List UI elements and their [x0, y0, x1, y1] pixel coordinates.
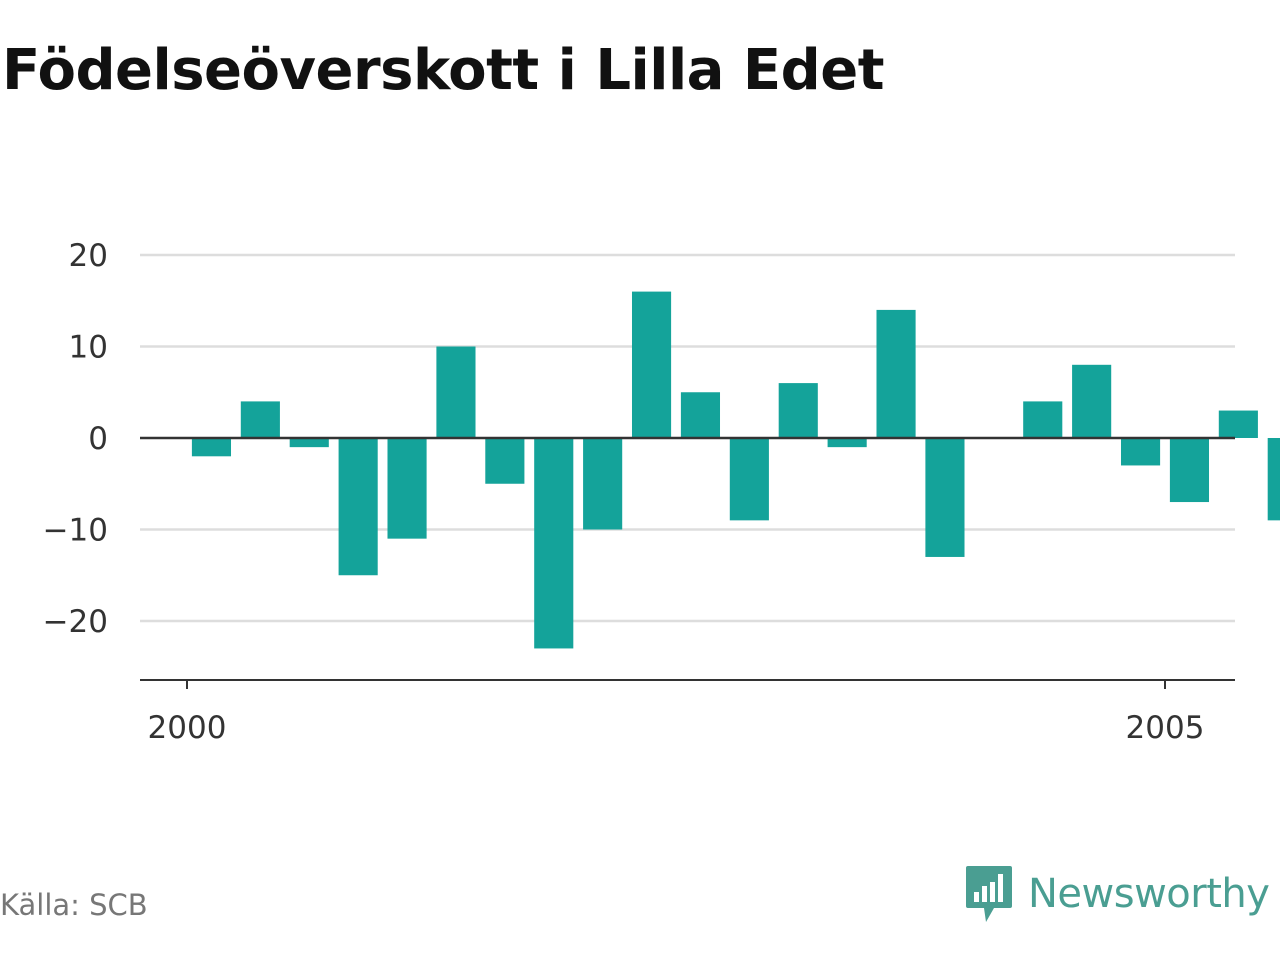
- bar: [827, 438, 867, 448]
- axes: [140, 436, 1235, 689]
- bar: [778, 383, 818, 438]
- bar: [387, 438, 427, 539]
- chart-title: Födelseöverskott i Lilla Edet: [2, 38, 885, 103]
- bar: [1169, 438, 1210, 503]
- bar: [1267, 438, 1280, 521]
- y-tick-label: −10: [43, 513, 108, 549]
- x-tick-labels: 200020052010201520202025: [148, 710, 1205, 746]
- bar: [729, 438, 769, 521]
- bar: [485, 438, 525, 484]
- y-tick-label: 10: [69, 330, 108, 366]
- bar: [1120, 438, 1161, 466]
- bar: [680, 392, 721, 438]
- source-label: Källa: SCB: [0, 888, 148, 922]
- y-tick-label: 20: [69, 238, 108, 274]
- bar: [534, 438, 574, 649]
- bar: [1072, 364, 1112, 438]
- bar: [631, 291, 672, 438]
- y-tick-label: 0: [88, 421, 108, 457]
- brand-name: Newsworthy: [1028, 871, 1270, 917]
- bar: [289, 438, 329, 448]
- bar: [240, 401, 280, 438]
- bar: [1023, 401, 1063, 438]
- x-tick-label: 2000: [148, 710, 227, 746]
- bar: [925, 438, 965, 557]
- bar: [876, 309, 916, 438]
- newsworthy-logo: Newsworthy: [964, 864, 1270, 924]
- x-tick-label: 2005: [1126, 710, 1205, 746]
- gridlines: [140, 253, 1235, 623]
- y-tick-labels: −20 −10 0 10 20: [43, 238, 108, 640]
- y-tick-label: −20: [43, 604, 108, 640]
- bar: [1218, 410, 1258, 438]
- bar: [583, 438, 623, 530]
- bars: [191, 291, 1280, 649]
- newsworthy-logo-icon: [966, 866, 1012, 922]
- bar: [338, 438, 378, 576]
- bar: [191, 438, 232, 457]
- bar: [436, 346, 476, 438]
